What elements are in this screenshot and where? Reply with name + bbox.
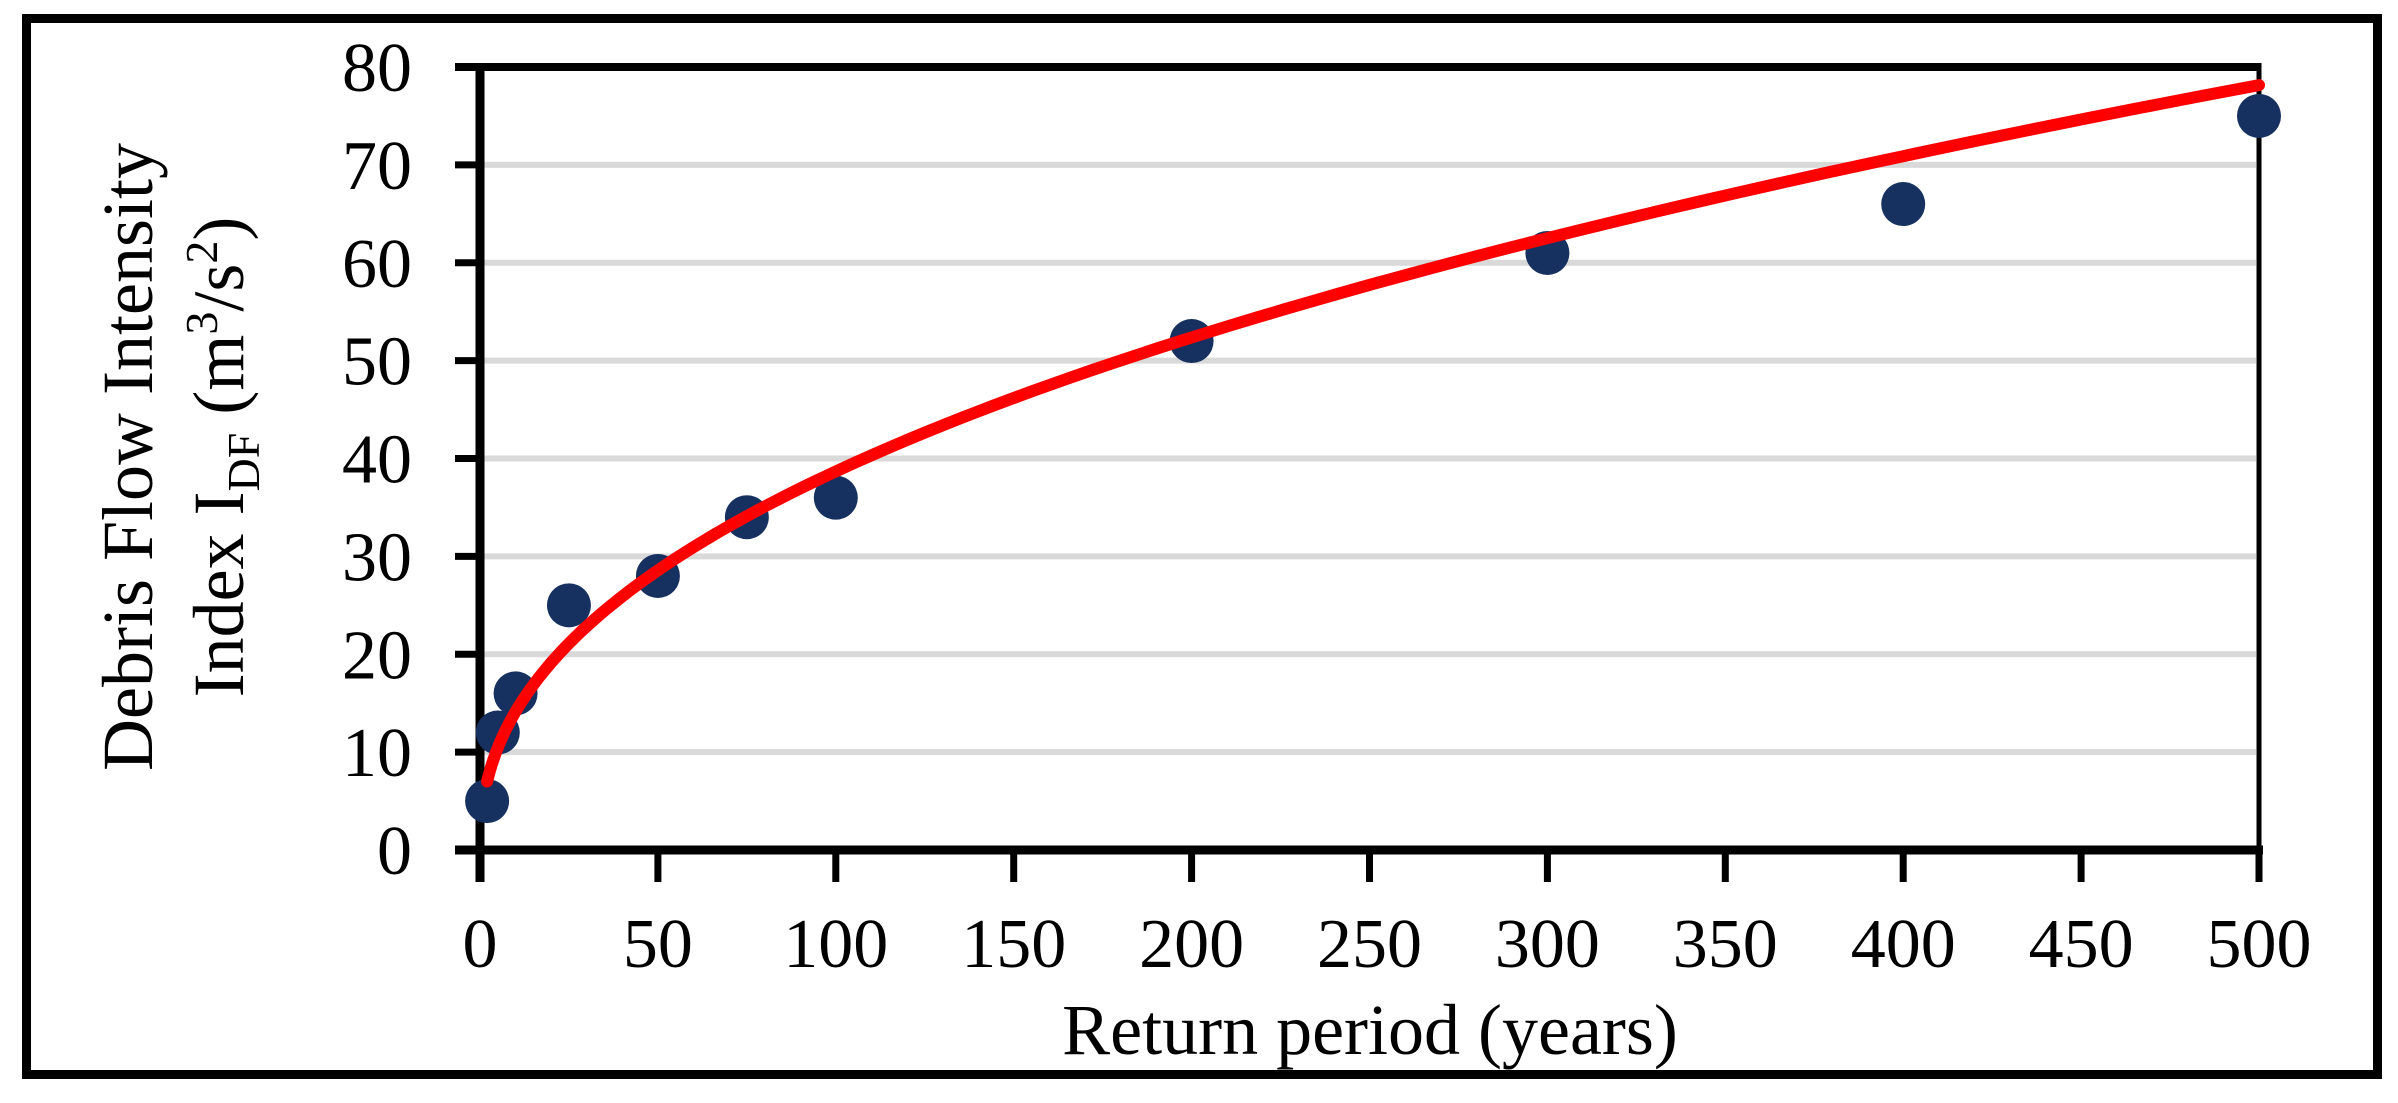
data-point — [2237, 93, 2281, 138]
x-axis-title: Return period (years) — [1062, 990, 1678, 1070]
y-tick-label: 10 — [342, 715, 412, 792]
x-tick-label: 0 — [463, 906, 498, 983]
y-tick-label: 20 — [342, 617, 412, 694]
gridlines-group — [484, 161, 2256, 756]
x-tick-label: 300 — [1495, 906, 1600, 983]
plot-frame — [455, 63, 2263, 882]
x-tick-label: 50 — [623, 906, 693, 983]
figure-border — [22, 14, 2382, 1079]
trendline-group — [481, 79, 2265, 788]
y-tick-label: 50 — [342, 324, 412, 401]
y-axis-title-line1: Debris Flow Intensity — [88, 143, 168, 771]
y-axis-title-line2: Index IDF (m3/s2) — [176, 217, 269, 698]
y-tick-label: 30 — [342, 519, 412, 596]
trendline-curve — [481, 79, 2265, 788]
tick-labels-group: 0 10 20 30 40 50 60 70 80 0 50 100 150 200 250 300 350 40… — [342, 30, 2312, 983]
x-tick-label: 400 — [1851, 906, 1956, 983]
y-tick-label: 40 — [342, 422, 412, 499]
y-tick-label: 70 — [342, 128, 412, 205]
data-point — [1881, 182, 1926, 227]
ticks-group — [455, 63, 2263, 882]
data-point — [813, 475, 858, 520]
data-point — [546, 583, 591, 628]
x-tick-label: 250 — [1317, 906, 1422, 983]
y-tick-label: 80 — [342, 30, 412, 107]
y-tick-label: 60 — [342, 226, 412, 303]
data-point — [465, 779, 510, 824]
y-tick-label: 0 — [377, 813, 412, 890]
x-tick-label: 450 — [2029, 906, 2134, 983]
x-tick-label: 500 — [2207, 906, 2312, 983]
x-tick-label: 200 — [1139, 906, 1244, 983]
x-tick-label: 350 — [1673, 906, 1778, 983]
x-tick-label: 150 — [961, 906, 1066, 983]
x-tick-label: 100 — [783, 906, 888, 983]
